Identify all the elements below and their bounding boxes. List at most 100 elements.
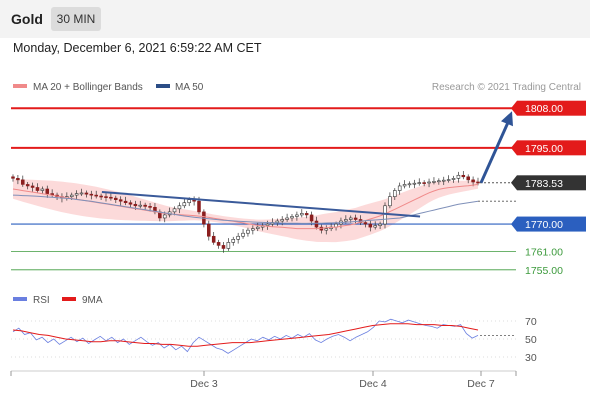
candle-body	[138, 204, 143, 207]
candle-body	[466, 176, 470, 181]
price-label-0: 1808.00	[525, 103, 563, 115]
candle-body	[162, 214, 167, 219]
candle-body	[231, 239, 236, 243]
candle-body	[265, 223, 270, 226]
projection-arrow-shaft	[479, 119, 511, 184]
candle-body	[378, 223, 382, 226]
price-label-3: 1770.00	[525, 219, 563, 231]
candle-body	[84, 192, 89, 195]
x-tick-label-0: Dec 3	[190, 378, 218, 390]
price-label-2: 1783.53	[525, 178, 563, 190]
rsi-legend-swatch	[13, 297, 27, 301]
candle-body	[187, 199, 191, 204]
price-label-box-1	[517, 140, 586, 156]
candle-body	[177, 205, 182, 210]
candle-body	[123, 200, 128, 204]
rsi-panel: 70 50 30	[11, 316, 537, 364]
candle-body	[368, 223, 373, 228]
candle-body	[236, 235, 240, 240]
candle-body	[216, 242, 221, 246]
price-label-box-2	[517, 175, 586, 191]
candle-body	[309, 214, 314, 222]
price-labels: 1808.00 1795.00 1783.53 1770.00 1761.00 1755.…	[511, 100, 586, 277]
rsi-tick-50: 50	[525, 334, 537, 346]
candle-body	[11, 176, 15, 179]
candle-body	[251, 228, 255, 231]
candle-body	[74, 193, 79, 196]
candle-body	[21, 179, 25, 185]
price-label-1: 1795.00	[525, 143, 563, 155]
candle-body	[300, 213, 304, 216]
candle-body	[456, 174, 461, 179]
rsi-tick-30: 30	[525, 352, 537, 364]
ma50-legend-swatch	[156, 84, 170, 88]
moving-averages	[12, 183, 516, 230]
candle-body	[221, 245, 226, 249]
candle-body	[280, 219, 284, 222]
projection-arrow-head	[501, 111, 513, 127]
watermark: Research © 2021 Trading Central	[432, 82, 581, 93]
candle-body	[143, 204, 147, 207]
ma20-legend-label: MA 20 + Bollinger Bands	[33, 82, 143, 93]
price-label-box-0	[517, 100, 586, 116]
candle-body	[397, 185, 402, 191]
candle-body	[99, 195, 103, 198]
ma9-legend-label: 9MA	[82, 295, 103, 306]
candle-body	[40, 188, 45, 191]
candle-body	[45, 188, 50, 194]
candle-body	[16, 178, 20, 181]
price-label-pointer-3	[511, 216, 517, 232]
rsi-line	[12, 318, 479, 354]
candle-body	[471, 179, 475, 183]
candle-body	[275, 220, 280, 223]
candle-body	[246, 229, 250, 234]
candle-body	[388, 196, 392, 207]
candle-body	[417, 182, 422, 184]
candle-body	[133, 203, 138, 207]
ma50-line	[12, 194, 479, 224]
candle-body	[197, 200, 201, 213]
candle-body	[172, 208, 177, 213]
candle-body	[427, 181, 431, 184]
candle-body	[104, 196, 108, 198]
candle-body	[461, 174, 466, 178]
trendline	[101, 191, 421, 218]
candle-body	[393, 190, 397, 197]
candle-body	[94, 194, 98, 197]
candle-body	[304, 213, 309, 216]
candle-body	[446, 179, 451, 181]
rsi-ma-line	[12, 323, 479, 347]
candle-body	[226, 242, 231, 249]
price-label-4: 1761.00	[525, 247, 563, 259]
candle-body	[314, 220, 319, 228]
candle-body	[407, 183, 412, 186]
candle-body	[285, 217, 289, 220]
instrument-title: Gold	[11, 11, 43, 27]
candle-body	[109, 196, 113, 199]
rsi-tick-70: 70	[525, 316, 537, 328]
candle-body	[344, 219, 348, 222]
timeframe-badge[interactable]: 30 MIN	[51, 7, 101, 31]
candle-body	[114, 197, 118, 200]
candle-body	[451, 178, 456, 180]
candle-body	[353, 217, 358, 220]
ma50-legend-label: MA 50	[175, 82, 204, 93]
price-label-pointer-0	[511, 100, 517, 116]
price-label-5: 1755.00	[525, 265, 563, 277]
candle-body	[476, 181, 480, 184]
candle-body	[35, 187, 40, 191]
price-label-pointer-1	[511, 140, 517, 156]
candle-body	[441, 179, 446, 182]
candle-body	[182, 202, 187, 207]
candle-body	[241, 232, 245, 237]
ma9-legend-swatch	[62, 297, 76, 301]
candle-body	[373, 225, 377, 228]
candle-body	[402, 184, 407, 187]
bollinger-bands	[13, 179, 478, 243]
x-axis-ticks: Dec 3 Dec 4 Dec 7	[10, 371, 517, 390]
x-tick-label-2: Dec 7	[467, 378, 495, 390]
candle-body	[290, 216, 294, 219]
candle-body	[211, 235, 216, 243]
candle-body	[207, 223, 211, 237]
candle-body	[432, 181, 436, 183]
